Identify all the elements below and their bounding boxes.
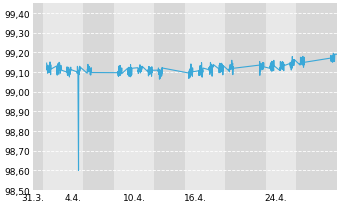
- Bar: [185, 4, 225, 190]
- Bar: [33, 4, 43, 190]
- Bar: [114, 4, 154, 190]
- Bar: [43, 4, 84, 190]
- Bar: [296, 4, 337, 190]
- Bar: [266, 4, 296, 190]
- Bar: [225, 4, 266, 190]
- Bar: [84, 4, 114, 190]
- Bar: [154, 4, 185, 190]
